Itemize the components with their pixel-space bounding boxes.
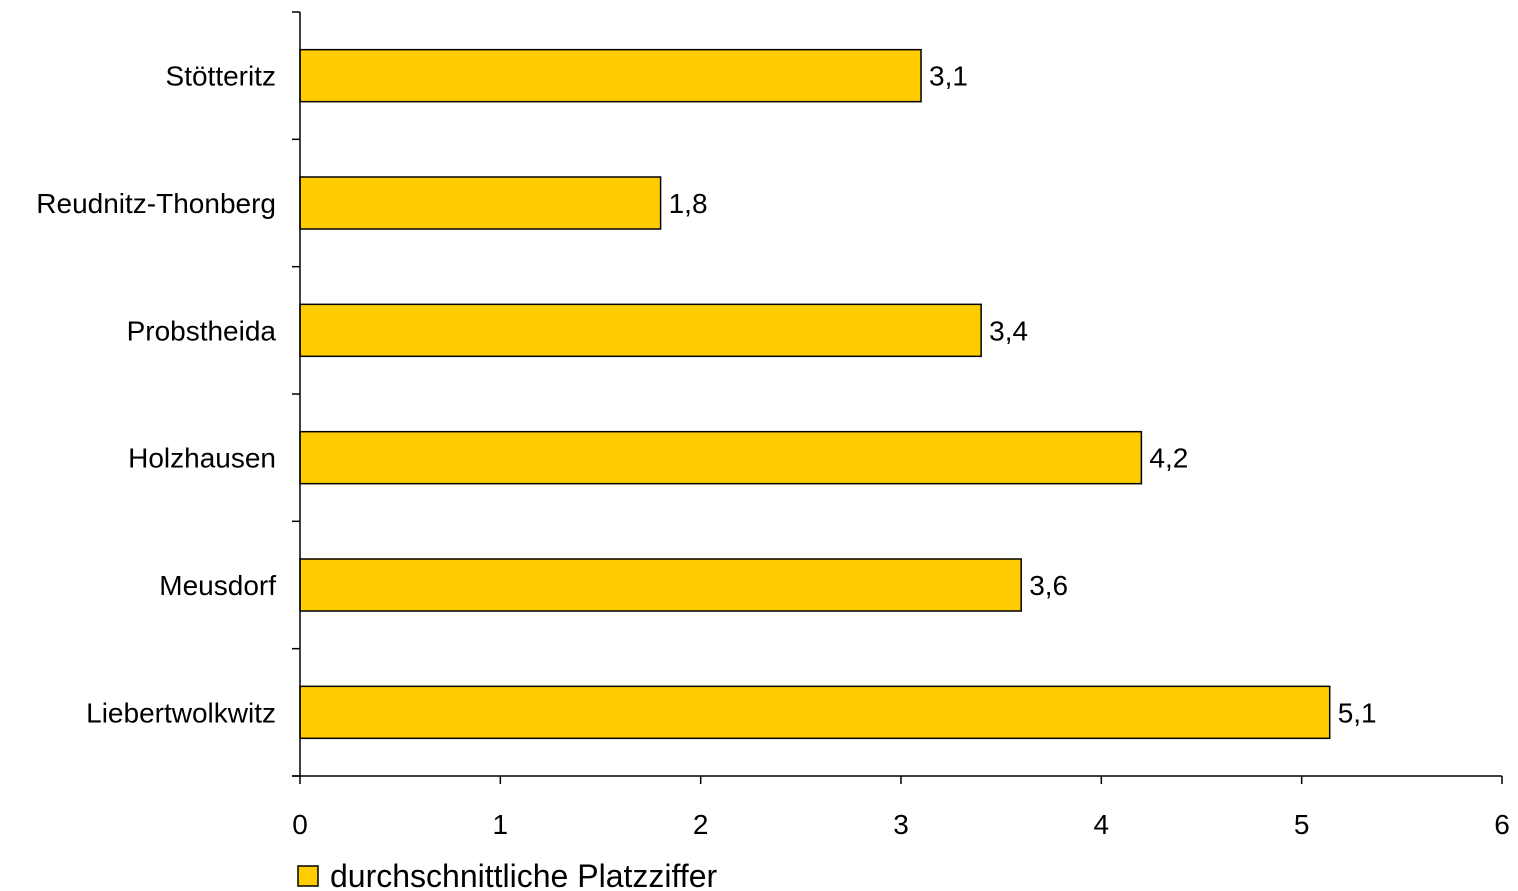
bars-group: Stötteritz 3,1 Reudnitz-Thonberg 1,8 Probsth… <box>36 48 1377 740</box>
category-label: Probstheida <box>127 315 277 346</box>
data-label: 3,4 <box>989 315 1028 346</box>
x-tick-label: 5 <box>1294 809 1310 840</box>
data-label: 4,2 <box>1149 443 1188 474</box>
bar <box>299 430 1143 485</box>
x-tick-label: 2 <box>693 809 709 840</box>
x-tick-label: 6 <box>1494 809 1510 840</box>
legend-swatch <box>297 865 319 887</box>
bar <box>299 176 662 230</box>
x-tick-label: 1 <box>493 809 509 840</box>
data-label: 5,1 <box>1338 697 1377 728</box>
bar <box>299 48 922 103</box>
category-label: Meusdorf <box>159 570 276 601</box>
category-label: Liebertwolkwitz <box>86 697 276 728</box>
bar <box>299 558 1022 612</box>
data-label: 1,8 <box>669 188 708 219</box>
category-label: Reudnitz-Thonberg <box>36 188 276 219</box>
data-label: 3,6 <box>1029 570 1068 601</box>
category-label: Stötteritz <box>166 61 276 92</box>
x-tick-label: 4 <box>1094 809 1110 840</box>
legend: durchschnittliche Platzziffer <box>297 858 717 891</box>
ticks-group: 0 1 2 3 4 5 6 <box>292 11 1510 840</box>
x-tick-label: 3 <box>893 809 909 840</box>
bar <box>299 303 982 358</box>
bar <box>299 685 1331 740</box>
legend-label: durchschnittliche Platzziffer <box>330 858 717 891</box>
data-label: 3,1 <box>929 61 968 92</box>
x-tick-label: 0 <box>292 809 308 840</box>
category-label: Holzhausen <box>128 443 276 474</box>
axes-group <box>292 12 1502 777</box>
